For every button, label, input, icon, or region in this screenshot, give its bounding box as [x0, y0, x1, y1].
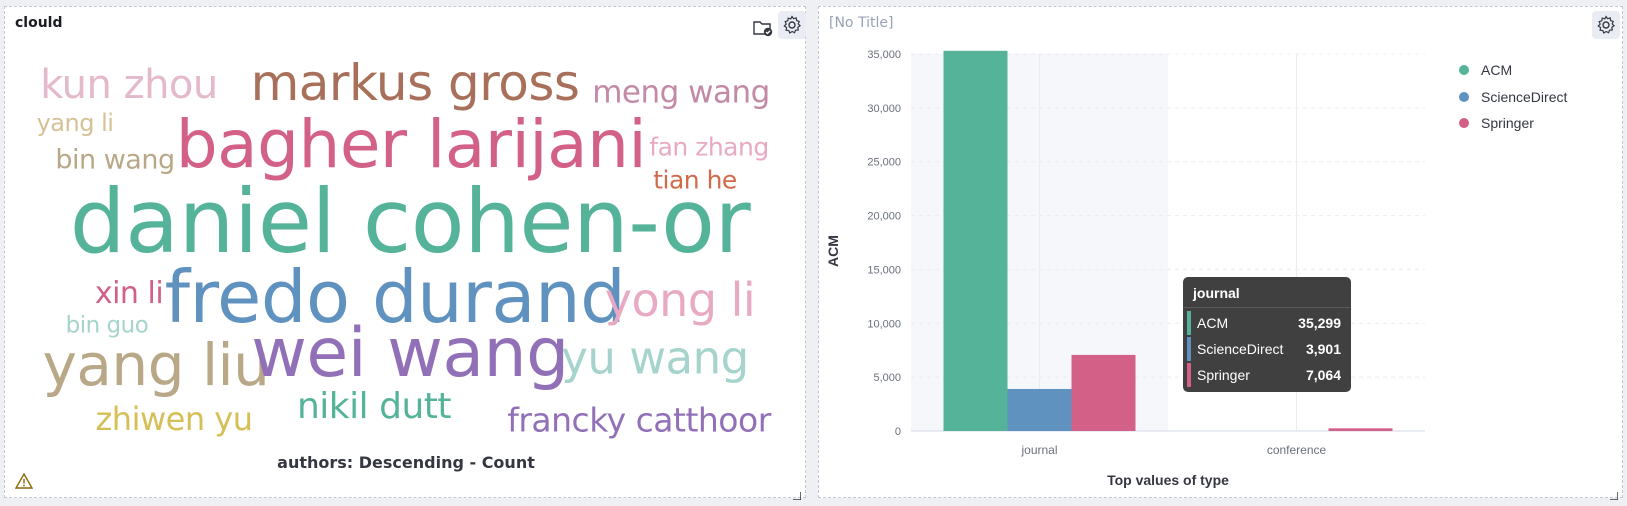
legend-label: ScienceDirect: [1481, 88, 1568, 105]
bar: [943, 50, 1008, 431]
cloud-word[interactable]: bin wang: [55, 144, 175, 176]
cloud-word[interactable]: fan zhang: [649, 132, 769, 162]
tooltip-value: 7,064: [1305, 367, 1341, 383]
word-cloud-caption: authors: Descending - Count: [277, 453, 535, 472]
legend-dot-icon: [1459, 65, 1469, 76]
cloud-word[interactable]: yong li: [604, 273, 756, 327]
cloud-word[interactable]: yang liu: [42, 331, 270, 399]
y-tick-label: 10,000: [867, 318, 901, 330]
tooltip-row: ScienceDirect 3,901: [1187, 336, 1351, 362]
tooltip-color-bar: [1187, 363, 1191, 387]
panel-title: [No Title]: [829, 15, 894, 31]
cloud-word[interactable]: bin guo: [65, 312, 149, 339]
gear-icon: [1597, 15, 1616, 34]
y-tick-label: 30,000: [867, 103, 901, 115]
warning-icon[interactable]: [14, 472, 34, 493]
y-tick-label: 25,000: [867, 157, 901, 169]
panel-title: clould: [15, 15, 63, 31]
panel-options-button[interactable]: [1592, 11, 1620, 39]
tooltip-title: journal: [1183, 277, 1351, 308]
y-axis-title: ACM: [825, 235, 841, 267]
cloud-word[interactable]: xin li: [94, 276, 164, 311]
x-tick-label: conference: [1267, 443, 1327, 457]
tooltip-value: 35,299: [1298, 315, 1341, 331]
cloud-word[interactable]: daniel cohen-or: [69, 170, 751, 273]
cloud-word[interactable]: nikil dutt: [296, 386, 452, 427]
folder-check-icon[interactable]: [753, 19, 773, 41]
y-tick-label: 20,000: [867, 211, 901, 223]
legend-label: Springer: [1481, 115, 1534, 132]
cloud-word[interactable]: bagher larijani: [175, 106, 647, 183]
cloud-word[interactable]: yang li: [36, 109, 114, 137]
panel-options-button[interactable]: [778, 11, 806, 39]
bar-chart[interactable]: 0 5,000 10,000 15,000 20,000 25,000 30,000 35,0…: [819, 7, 1624, 499]
chart-legend: ACM ScienceDirect Springer: [1459, 57, 1567, 137]
bar-chart-panel: [No Title] 0 5,000 10,000 15,000 20,000 25,00…: [818, 6, 1624, 501]
cloud-word[interactable]: francky catthoor: [507, 400, 771, 440]
x-tick-label: journal: [1020, 443, 1057, 457]
cloud-word[interactable]: fredo durand: [164, 255, 626, 339]
x-axis-title: Top values of type: [1107, 472, 1229, 488]
resize-icon[interactable]: [793, 485, 802, 501]
tooltip-label: ACM: [1197, 315, 1229, 331]
cloud-word[interactable]: tian he: [653, 165, 737, 195]
cloud-word[interactable]: wei wang: [251, 314, 569, 393]
resize-icon[interactable]: [1610, 485, 1619, 501]
tooltip-row: Springer 7,064: [1187, 362, 1351, 388]
bar: [1328, 428, 1393, 431]
y-tick-label: 0: [895, 426, 901, 438]
cloud-word[interactable]: meng wang: [592, 74, 770, 111]
cloud-word[interactable]: kun zhou: [40, 62, 218, 108]
y-tick-label: 35,000: [867, 49, 901, 61]
tooltip-value: 3,901: [1305, 341, 1341, 357]
bar: [1071, 354, 1136, 431]
tooltip-row: ACM 35,299: [1187, 310, 1351, 336]
bar: [1007, 388, 1072, 431]
tooltip-color-bar: [1187, 337, 1191, 361]
gear-icon: [783, 15, 802, 34]
legend-item[interactable]: ACM: [1459, 57, 1567, 84]
cloud-word[interactable]: markus gross: [250, 54, 580, 112]
word-cloud: kun zhou markus gross meng wang yang li bagh…: [5, 7, 807, 447]
tooltip-label: ScienceDirect: [1197, 341, 1284, 357]
legend-item[interactable]: ScienceDirect: [1459, 84, 1567, 111]
cloud-word[interactable]: yu wang: [561, 331, 749, 385]
y-tick-label: 15,000: [867, 264, 901, 276]
legend-dot-icon: [1459, 91, 1469, 102]
legend-label: ACM: [1481, 62, 1513, 79]
chart-tooltip: journal ACM 35,299 ScienceDirect 3,901 Sprin…: [1183, 277, 1351, 392]
cloud-word[interactable]: zhiwen yu: [95, 400, 254, 438]
y-tick-label: 5,000: [873, 372, 901, 384]
legend-dot-icon: [1459, 118, 1469, 129]
word-cloud-panel: clould kun zhou markus gross meng wang yang…: [4, 6, 807, 501]
tooltip-color-bar: [1187, 311, 1191, 335]
legend-item[interactable]: Springer: [1459, 110, 1567, 137]
tooltip-label: Springer: [1197, 367, 1250, 383]
